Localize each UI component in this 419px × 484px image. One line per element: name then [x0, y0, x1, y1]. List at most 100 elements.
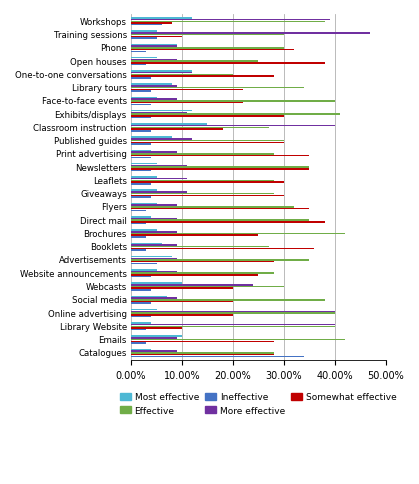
Bar: [131, 144, 151, 146]
Bar: [131, 237, 146, 238]
Bar: [131, 350, 177, 352]
Bar: [131, 105, 151, 106]
Bar: [131, 91, 151, 92]
Bar: [131, 235, 259, 237]
Bar: [131, 245, 177, 246]
Bar: [131, 60, 177, 61]
Bar: [131, 230, 157, 231]
Bar: [131, 25, 162, 27]
Bar: [131, 111, 192, 112]
Bar: [131, 20, 330, 21]
Bar: [131, 195, 284, 197]
Bar: [131, 218, 177, 220]
Bar: [131, 354, 274, 356]
Bar: [131, 35, 284, 36]
Bar: [131, 61, 259, 63]
Bar: [131, 314, 233, 316]
Bar: [131, 203, 157, 205]
Bar: [131, 286, 284, 287]
Bar: [131, 170, 151, 172]
Bar: [131, 126, 335, 127]
Bar: [131, 250, 146, 251]
Bar: [131, 243, 162, 244]
Bar: [131, 167, 309, 168]
Bar: [131, 261, 274, 263]
Bar: [131, 157, 151, 159]
Bar: [131, 65, 146, 66]
Bar: [131, 343, 146, 344]
Bar: [131, 31, 157, 33]
Bar: [131, 73, 192, 74]
Bar: [131, 303, 151, 304]
Bar: [131, 101, 335, 103]
Bar: [131, 313, 335, 314]
Bar: [131, 222, 325, 223]
Bar: [131, 154, 274, 155]
Bar: [131, 177, 157, 179]
Bar: [131, 45, 177, 46]
Bar: [131, 38, 157, 40]
Bar: [131, 194, 274, 195]
Bar: [131, 63, 325, 64]
Bar: [131, 336, 182, 337]
Bar: [131, 256, 172, 258]
Bar: [131, 273, 274, 274]
Bar: [131, 179, 187, 180]
Bar: [131, 352, 274, 354]
Bar: [131, 169, 309, 170]
Bar: [131, 114, 340, 116]
Bar: [131, 21, 325, 23]
Bar: [131, 99, 177, 101]
Bar: [131, 288, 233, 289]
Bar: [131, 88, 304, 89]
Bar: [131, 51, 146, 53]
Bar: [131, 341, 274, 342]
Bar: [131, 271, 177, 272]
Bar: [131, 33, 370, 34]
Bar: [131, 155, 309, 157]
Bar: [131, 300, 325, 301]
Bar: [131, 356, 304, 357]
Bar: [131, 311, 335, 312]
Bar: [131, 220, 309, 222]
Bar: [131, 76, 274, 77]
Bar: [131, 71, 192, 73]
Bar: [131, 210, 146, 212]
Bar: [131, 137, 172, 138]
Bar: [131, 181, 274, 182]
Bar: [131, 285, 253, 286]
Bar: [131, 301, 233, 302]
Bar: [131, 216, 151, 218]
Bar: [131, 298, 177, 299]
Bar: [131, 260, 309, 261]
Bar: [131, 97, 157, 99]
Bar: [131, 258, 177, 259]
Bar: [131, 276, 151, 278]
Bar: [131, 205, 177, 207]
Bar: [131, 246, 269, 248]
Bar: [131, 233, 345, 235]
Bar: [131, 274, 259, 276]
Bar: [131, 337, 177, 339]
Bar: [131, 270, 157, 271]
Bar: [131, 103, 243, 104]
Bar: [131, 224, 146, 225]
Bar: [131, 48, 284, 49]
Bar: [131, 124, 207, 125]
Bar: [131, 184, 151, 185]
Bar: [131, 263, 157, 265]
Bar: [131, 283, 182, 284]
Bar: [131, 78, 151, 79]
Bar: [131, 309, 157, 311]
Bar: [131, 90, 243, 91]
Bar: [131, 50, 294, 51]
Bar: [131, 322, 151, 324]
Bar: [131, 192, 187, 193]
Bar: [131, 36, 182, 38]
Bar: [131, 182, 284, 183]
Bar: [131, 58, 157, 59]
Bar: [131, 129, 222, 131]
Bar: [131, 231, 177, 233]
Bar: [131, 197, 151, 198]
Bar: [131, 118, 151, 119]
